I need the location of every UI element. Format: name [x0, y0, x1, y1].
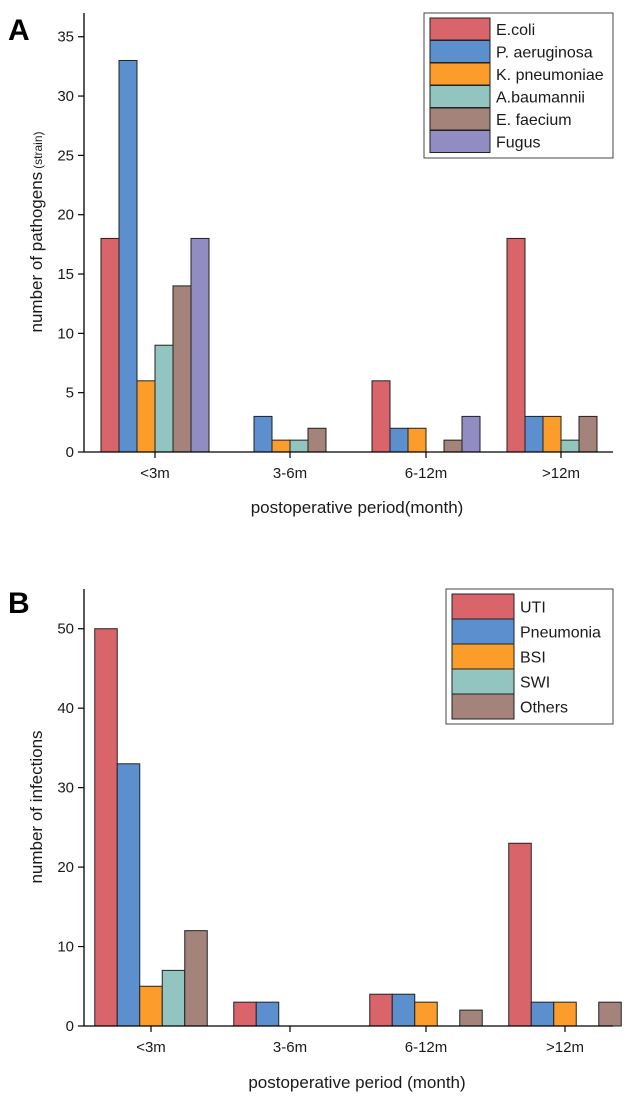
panel-a-x-tick-label-3: >12m	[542, 465, 580, 482]
panel-b-bar-5-1	[184, 930, 208, 1027]
panel-b-legend-swatch-3	[451, 643, 515, 670]
panel-a-bar-2-2	[253, 415, 273, 453]
panel-a-y-tick-label-3: 15	[57, 266, 74, 283]
panel-a-bar-6-1	[190, 237, 210, 453]
panel-a-bar-3-2	[271, 439, 291, 453]
panel-b-bar-5-3	[459, 1009, 483, 1027]
panel-a-bar-2-4	[524, 415, 544, 453]
panel-a-y-tick-label-2: 10	[57, 325, 74, 342]
panel-a-bar-3-1	[136, 380, 156, 453]
panel-b-y-tick-label-2: 20	[57, 859, 74, 876]
panel-a-bar-6-3	[461, 415, 481, 453]
panel-b-y-tick-label-4: 40	[57, 700, 74, 717]
panel-a-bar-5-4	[578, 415, 598, 453]
panel-b-bar-1-2	[233, 1001, 257, 1027]
panel-b-x-tick-label-2: 6-12m	[405, 1039, 448, 1056]
panel-a-bar-5-3	[443, 439, 463, 453]
panel-a-legend-label-3: K. pneumoniae	[496, 67, 604, 84]
panel-b-bar-2-2	[255, 1001, 280, 1027]
panel-a-y-tick-label-0: 0	[66, 444, 74, 461]
panel-a-legend-swatch-5	[429, 107, 491, 131]
panel-b-x-tick-label-0: <3m	[136, 1039, 166, 1056]
panel-b-bar-1-3	[369, 993, 393, 1027]
panel-b-y-tick-label-1: 10	[57, 939, 74, 956]
panel-b-bar-5-4	[598, 1001, 622, 1027]
panel-b-bars	[94, 628, 622, 1027]
panel-a-x-tick-label-0: <3m	[140, 465, 170, 482]
panel-b-legend-label-5: Others	[520, 700, 568, 717]
panel-a-x-axis-title: postoperative period(month)	[251, 498, 464, 517]
panel-b-x-ticks: <3m 3-6m 6-12m >12m	[136, 1026, 584, 1056]
panel-b-legend-swatch-2	[451, 618, 515, 645]
panel-a-legend-swatch-1	[429, 17, 491, 41]
panel-b-legend-label-1: UTI	[520, 600, 546, 617]
panel-b-bar-1-4	[508, 842, 532, 1027]
panel-a-bar-3-3	[407, 427, 427, 453]
panel-b-x-tick-label-3: >12m	[546, 1039, 584, 1056]
panel-b-legend-label-4: SWI	[520, 675, 550, 692]
panel-a-legend-label-1: E.coli	[496, 22, 535, 39]
panel-a-legend-swatch-6	[429, 130, 491, 153]
panel-b-y-tick-label-0: 0	[66, 1018, 74, 1035]
panel-a-bar-5-1	[172, 285, 192, 453]
panel-b-y-tick-label-5: 50	[57, 621, 74, 638]
panel-a-bar-5-2	[307, 427, 327, 453]
panel-b-y-ticks: 0 10 20 30 40 50	[57, 621, 84, 1035]
panel-b-x-axis-title: postoperative period (month)	[248, 1073, 465, 1092]
panel-a-legend-swatch-3	[429, 62, 491, 86]
panel-a-legend-swatch-4	[429, 85, 491, 108]
panel-a-bar-1-1	[100, 237, 120, 453]
panel-a-legend-swatch-2	[429, 40, 491, 63]
panel-a-x-tick-label-2: 6-12m	[405, 465, 448, 482]
panel-a-bar-1-4	[506, 237, 526, 453]
panel-a-bar-1-3	[371, 380, 391, 453]
panel-a-bar-2-1	[118, 59, 138, 453]
panel-a-y-axis-title: number of pathogens (strain)	[27, 131, 46, 332]
panel-a-y-axis-title-main: number of pathogens	[27, 172, 46, 333]
panel-b-legend-label-3: BSI	[520, 650, 546, 667]
panel-a-y-tick-label-7: 35	[57, 29, 74, 46]
panel-b-legend-swatch-1	[451, 593, 515, 620]
panel-b-y-axis-title-main: number of infections	[27, 730, 46, 883]
panel-a-y-tick-label-4: 20	[57, 207, 74, 224]
panel-a-bar-2-3	[389, 427, 409, 453]
panel-a-y-tick-label-5: 25	[57, 147, 74, 164]
panel-a-legend-label-5: E. faecium	[496, 112, 572, 129]
panel-a-legend-label-6: Fugus	[496, 135, 540, 152]
panel-b-bar-3-3	[414, 1001, 438, 1027]
panel-a-chart: A 0 5 10 15 20 25 30 35 <3m 3-6m 6-12m >12m postop…	[8, 12, 614, 517]
panel-a-bars	[100, 59, 598, 453]
panel-a-letter: A	[8, 14, 30, 47]
panel-a-legend-label-4: A.baumannii	[496, 90, 585, 107]
panel-a-legend-label-2: P. aeruginosa	[496, 45, 593, 62]
panel-b-legend: UTI Pneumonia BSI SWI Others	[445, 588, 614, 725]
panel-a-y-tick-label-6: 30	[57, 88, 74, 105]
panel-b-legend-swatch-5	[451, 693, 515, 720]
panel-b-bar-2-4	[530, 1001, 555, 1027]
panel-b-legend-label-2: Pneumonia	[520, 625, 601, 642]
panel-b-bar-3-1	[139, 985, 163, 1027]
panel-b-chart: B 0 10 20 30 40 50 <3m 3-6m 6-12m >12m postopera…	[8, 587, 622, 1092]
panel-b-bar-2-1	[116, 763, 141, 1027]
panel-b-bar-3-4	[553, 1001, 577, 1027]
panel-b-y-tick-label-3: 30	[57, 780, 74, 797]
panel-a-y-axis-title-unit: (strain)	[31, 131, 45, 168]
panel-a-y-tick-label-1: 5	[66, 385, 74, 402]
panel-a-legend: E.coli P. aeruginosa K. pneumoniae A.bauman…	[423, 12, 614, 159]
panel-b-bar-2-3	[391, 993, 416, 1027]
panel-b-letter: B	[8, 587, 30, 620]
panel-b-bar-4-1	[161, 969, 186, 1027]
panel-b-y-axis-title: number of infections	[27, 730, 46, 883]
panel-a-bar-4-2	[289, 439, 309, 453]
panel-a-bar-4-4	[560, 439, 580, 453]
panel-b-legend-swatch-4	[451, 668, 515, 695]
panel-a-x-ticks: <3m 3-6m 6-12m >12m	[140, 452, 580, 482]
panel-a-y-ticks: 0 5 10 15 20 25 30 35	[57, 29, 84, 461]
panel-a-x-tick-label-1: 3-6m	[273, 465, 307, 482]
panel-a-bar-3-4	[542, 415, 562, 453]
panel-a-bar-4-1	[154, 344, 174, 453]
panel-b-bar-1-1	[94, 628, 118, 1027]
panel-b-x-tick-label-1: 3-6m	[273, 1039, 307, 1056]
